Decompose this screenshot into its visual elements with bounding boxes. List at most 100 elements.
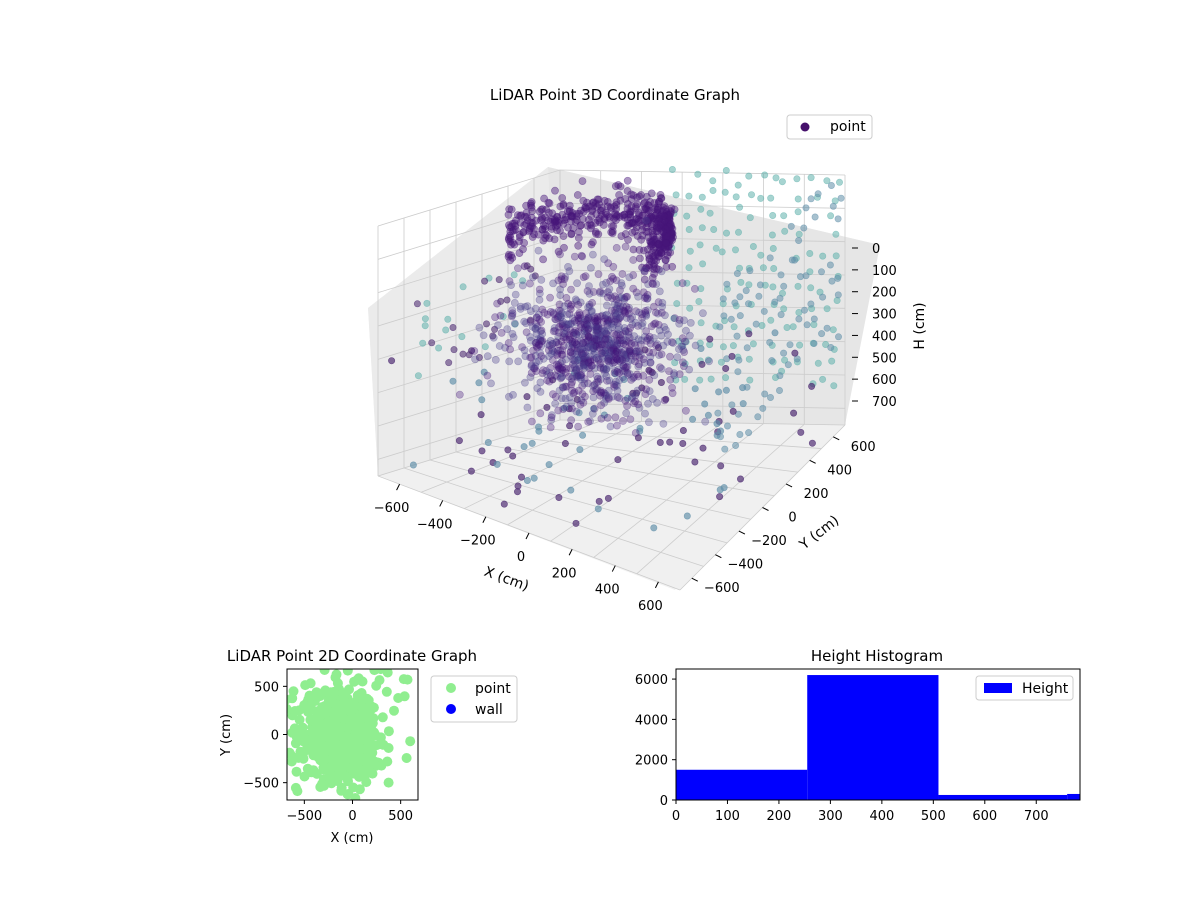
- z-tick-label: 700: [872, 395, 897, 410]
- point-3d: [654, 223, 663, 232]
- point-3d: [535, 340, 543, 349]
- point-3d: [509, 390, 517, 399]
- point-3d: [590, 312, 598, 321]
- point-3d: [557, 373, 566, 382]
- point-3d: [612, 243, 621, 252]
- point-3d: [527, 360, 536, 369]
- point-3d: [678, 279, 687, 288]
- point-3d: [582, 323, 590, 332]
- point-3d: [834, 215, 842, 223]
- point-3d: [628, 392, 636, 401]
- point-3d: [645, 208, 653, 217]
- point-3d: [568, 340, 577, 349]
- point-3d: [661, 232, 670, 241]
- point-3d: [707, 375, 715, 383]
- point-3d: [609, 274, 618, 283]
- point-3d: [618, 366, 627, 375]
- point-3d: [652, 226, 661, 235]
- point-3d: [566, 320, 575, 329]
- point-3d: [651, 243, 660, 251]
- point-3d: [515, 233, 524, 241]
- point-3d: [594, 195, 603, 204]
- point-3d: [550, 235, 559, 244]
- grid-line: [507, 421, 683, 526]
- point-3d: [579, 339, 587, 347]
- point-3d: [588, 344, 597, 353]
- point-2d: [336, 785, 347, 796]
- point-3d: [571, 357, 579, 366]
- point-3d: [672, 376, 680, 384]
- point-3d: [658, 298, 667, 307]
- point-3d: [655, 214, 664, 223]
- point-3d: [732, 441, 740, 449]
- point-3d: [603, 301, 611, 310]
- point-3d: [520, 317, 529, 326]
- point-3d: [504, 339, 513, 347]
- point-3d: [482, 320, 490, 328]
- point-3d: [477, 411, 485, 419]
- point-3d: [622, 354, 631, 363]
- point-3d: [802, 204, 810, 212]
- y-tick-label: 6000: [635, 673, 668, 688]
- point-3d: [614, 181, 623, 189]
- point-3d: [584, 417, 593, 426]
- point-3d: [659, 419, 668, 428]
- point-3d: [590, 347, 599, 356]
- point-3d: [650, 265, 658, 273]
- point-3d: [594, 377, 602, 386]
- point-3d: [556, 202, 565, 211]
- point-3d: [531, 338, 540, 347]
- point-3d: [553, 349, 562, 358]
- point-3d: [663, 226, 671, 235]
- point-3d: [612, 216, 620, 224]
- point-3d: [442, 326, 450, 334]
- point-3d: [664, 330, 672, 339]
- point-3d: [506, 223, 514, 232]
- point-3d: [537, 205, 546, 214]
- point-3d: [478, 447, 486, 455]
- point-3d: [607, 222, 616, 230]
- point-3d: [571, 366, 580, 375]
- point-3d: [510, 298, 519, 307]
- point-3d: [611, 182, 620, 191]
- point-3d: [666, 233, 674, 242]
- point-3d: [590, 344, 598, 353]
- point-3d: [515, 249, 524, 257]
- point-3d: [569, 372, 577, 381]
- point-3d: [794, 282, 802, 290]
- point-3d: [590, 350, 598, 359]
- point-2d: [338, 713, 349, 724]
- plot-3d-zlabel: H (cm): [912, 302, 928, 349]
- point-3d: [670, 209, 678, 217]
- point-3d: [620, 375, 628, 383]
- plot-histogram: Height Histogram 0 100 200 300 400 500 600 7000…: [635, 647, 1081, 824]
- point-3d: [650, 199, 659, 207]
- point-3d: [507, 222, 516, 231]
- point-3d: [597, 348, 606, 357]
- point-3d: [663, 215, 672, 224]
- point-3d: [723, 280, 731, 288]
- point-3d: [619, 339, 628, 348]
- point-3d: [766, 254, 774, 262]
- point-3d: [615, 305, 624, 313]
- point-3d: [555, 219, 563, 228]
- point-3d: [627, 195, 636, 204]
- point-3d: [566, 326, 575, 334]
- point-3d: [640, 267, 649, 276]
- point-3d: [576, 446, 584, 454]
- point-3d: [662, 395, 670, 403]
- point-3d: [678, 334, 687, 343]
- point-3d: [459, 350, 467, 358]
- point-3d: [780, 212, 788, 220]
- point-3d: [520, 443, 528, 451]
- point-3d: [602, 330, 611, 339]
- point-3d: [648, 368, 656, 376]
- point-3d: [562, 364, 571, 373]
- point-3d: [819, 375, 827, 383]
- point-3d: [655, 287, 664, 296]
- point-3d: [522, 220, 530, 228]
- point-3d: [598, 349, 607, 358]
- point-3d: [697, 344, 705, 352]
- point-3d: [543, 403, 551, 411]
- point-3d: [513, 488, 521, 496]
